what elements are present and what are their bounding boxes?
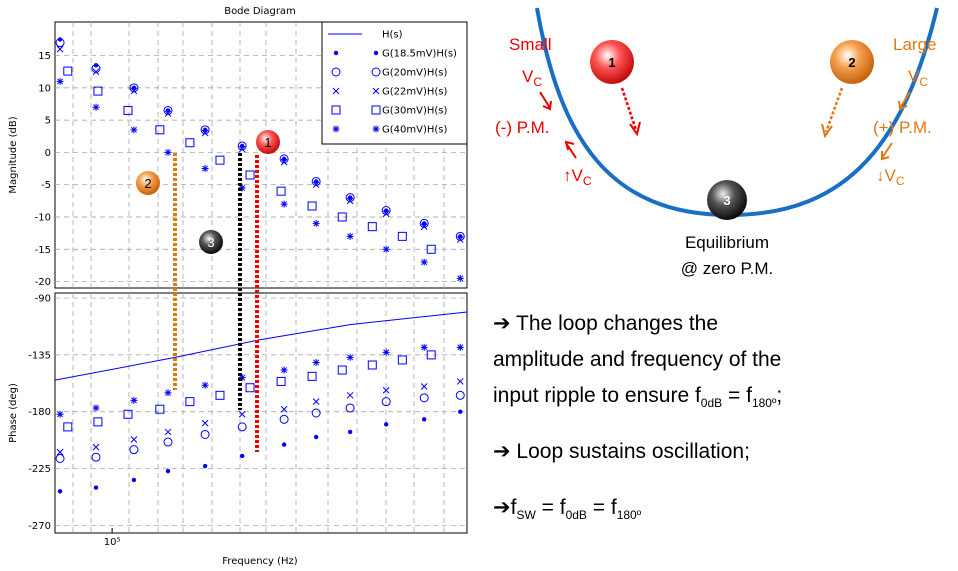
y-tick-label: -15 bbox=[35, 245, 51, 256]
y-tick-label: -270 bbox=[28, 521, 51, 532]
arrow bbox=[566, 142, 576, 158]
point bbox=[421, 259, 428, 266]
point bbox=[93, 404, 100, 411]
point bbox=[58, 489, 62, 493]
point bbox=[422, 417, 426, 421]
arrow bbox=[622, 88, 636, 130]
legend-label: G(20mV)H(s) bbox=[382, 68, 447, 79]
note-line: amplitude and frequency of the bbox=[493, 348, 781, 371]
y-tick-label: -10 bbox=[35, 212, 51, 223]
legend-label: G(30mV)H(s) bbox=[382, 106, 447, 117]
arrow bbox=[882, 143, 892, 159]
point bbox=[458, 410, 462, 414]
point bbox=[130, 397, 137, 404]
notes: ➔ The loop changes the amplitude and fre… bbox=[493, 312, 782, 522]
point bbox=[383, 349, 390, 356]
x-tick-label: 10⁵ bbox=[104, 537, 121, 548]
point bbox=[202, 382, 209, 389]
label: Small bbox=[509, 35, 552, 54]
point bbox=[281, 367, 288, 374]
ball-label: 1 bbox=[608, 55, 615, 70]
point bbox=[457, 344, 464, 351]
marker-label: 1 bbox=[264, 135, 271, 150]
y-tick-label: 10 bbox=[38, 83, 51, 94]
y-tick-label: -225 bbox=[28, 464, 51, 475]
note-line: ➔ Loop sustains oscillation; bbox=[493, 440, 750, 463]
point bbox=[384, 422, 388, 426]
point bbox=[313, 359, 320, 366]
point bbox=[94, 485, 98, 489]
y-tick-label: -90 bbox=[35, 294, 51, 305]
y-tick-label: -5 bbox=[41, 180, 51, 191]
arrow bbox=[540, 92, 551, 109]
caption: @ zero P.M. bbox=[681, 259, 774, 278]
legend-label: G(40mV)H(s) bbox=[382, 125, 447, 136]
point bbox=[421, 344, 428, 351]
point bbox=[334, 51, 338, 55]
left-labels: Small VC (-) P.M. ↑VC bbox=[495, 35, 592, 188]
y-tick-label: -180 bbox=[28, 407, 51, 418]
legend-label: G(18.5mV)H(s) bbox=[382, 49, 457, 60]
point bbox=[165, 389, 172, 396]
right-labels: Large VC (+) P.M. ↓VC bbox=[873, 35, 936, 188]
point bbox=[281, 201, 288, 208]
point bbox=[282, 442, 286, 446]
legend-label: G(22mV)H(s) bbox=[382, 87, 447, 98]
legend: H(s) G(18.5mV)H(s) G(20mV)H(s) G(22mV)H(s) G… bbox=[322, 22, 467, 144]
point bbox=[165, 149, 172, 156]
point bbox=[166, 469, 170, 473]
point bbox=[348, 430, 352, 434]
point bbox=[314, 435, 318, 439]
label: (-) P.M. bbox=[495, 118, 549, 137]
slide: Bode Diagram Magnitude (dB) Phase (deg) … bbox=[0, 0, 958, 571]
point bbox=[57, 411, 64, 418]
point bbox=[93, 104, 100, 111]
point bbox=[333, 126, 340, 133]
y-tick-label: -20 bbox=[35, 277, 51, 288]
label: VC bbox=[908, 67, 928, 89]
point bbox=[132, 478, 136, 482]
label: VC bbox=[522, 67, 542, 89]
y-tick-label: 15 bbox=[38, 51, 51, 62]
note-line: ➔fSW = f0dB = f180º bbox=[493, 496, 642, 522]
point bbox=[240, 454, 244, 458]
arrow bbox=[899, 92, 910, 109]
point bbox=[130, 126, 137, 133]
x-axis-label: Frequency (Hz) bbox=[222, 556, 298, 567]
y-tick-label: 0 bbox=[45, 148, 51, 159]
point bbox=[374, 51, 378, 55]
point bbox=[313, 220, 320, 227]
y-tick-label: -135 bbox=[28, 350, 51, 361]
point bbox=[347, 233, 354, 240]
point bbox=[57, 78, 64, 85]
bode-plot: Bode Diagram Magnitude (dB) Phase (deg) … bbox=[8, 6, 467, 567]
y-axis-label: Phase (deg) bbox=[8, 383, 19, 443]
point bbox=[383, 246, 390, 253]
label: (+) P.M. bbox=[873, 118, 932, 137]
label: ↑VC bbox=[563, 166, 592, 188]
point bbox=[203, 464, 207, 468]
label: ↓VC bbox=[876, 166, 905, 188]
marker-label: 3 bbox=[207, 235, 214, 250]
label: Large bbox=[893, 35, 936, 54]
note-line: ➔ The loop changes the bbox=[493, 312, 718, 335]
caption: Equilibrium bbox=[685, 233, 769, 252]
legend-label: H(s) bbox=[382, 30, 403, 41]
phase-frame bbox=[55, 293, 467, 533]
ball-label: 3 bbox=[723, 193, 730, 208]
point bbox=[202, 165, 209, 172]
point bbox=[373, 126, 380, 133]
y-axis-label: Magnitude (dB) bbox=[8, 116, 19, 193]
y-tick-label: 5 bbox=[45, 116, 51, 127]
point bbox=[347, 354, 354, 361]
point bbox=[457, 275, 464, 282]
ball-label: 2 bbox=[848, 55, 855, 70]
arrow bbox=[826, 88, 842, 132]
stability-diagram: 1 2 3 Small VC (-) P.M. ↑VC Large VC (+)… bbox=[495, 8, 937, 278]
chart-title: Bode Diagram bbox=[224, 6, 296, 17]
marker-label: 2 bbox=[144, 176, 151, 191]
note-line: input ripple to ensure f0dB = f180º; bbox=[493, 384, 782, 410]
